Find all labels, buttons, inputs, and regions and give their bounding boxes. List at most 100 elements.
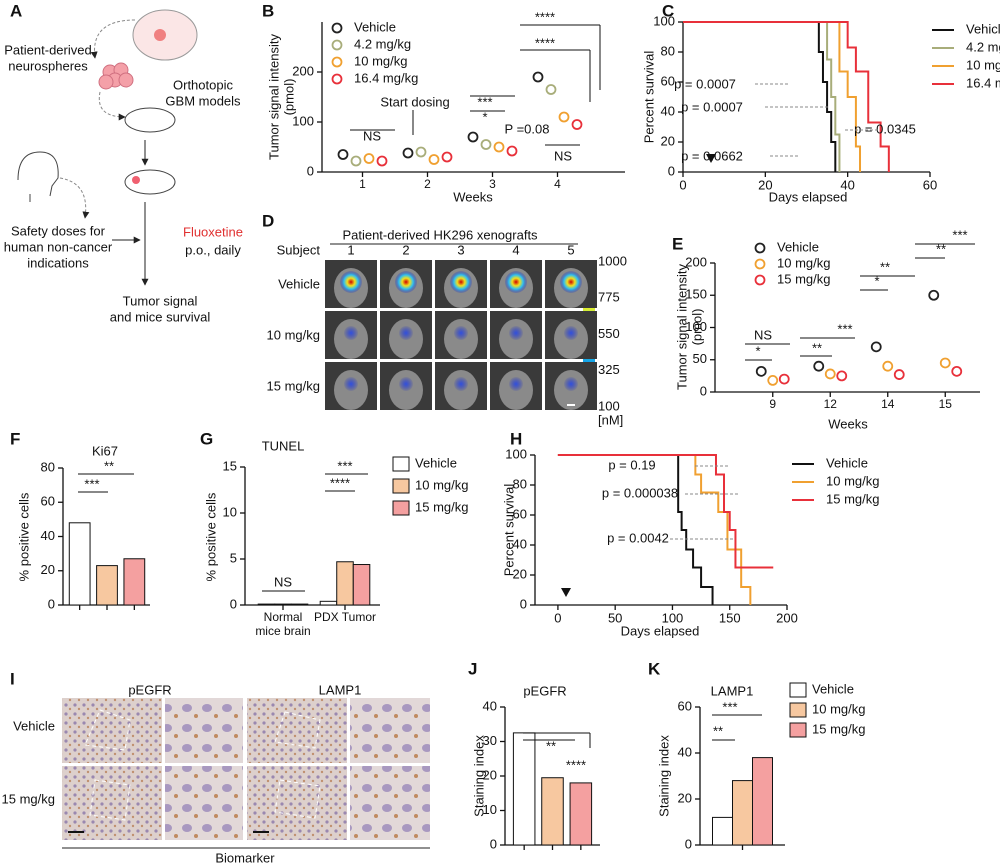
legend-label: 16.4 mg/kg: [354, 70, 418, 85]
row-label: Vehicle: [13, 718, 55, 733]
person-icon: [17, 151, 59, 202]
label: indications: [27, 255, 89, 270]
data-point: [493, 141, 505, 153]
subject-number: 4: [512, 242, 519, 257]
y-tick-label: 15: [223, 458, 237, 473]
x-tick-label: 9: [769, 398, 777, 411]
signal-blob: [454, 377, 468, 391]
bar: [541, 777, 564, 846]
x-tick-label: 0: [679, 177, 686, 192]
signal-blob: [454, 326, 468, 340]
legend-label: Vehicle: [415, 455, 457, 470]
label: GBM models: [165, 93, 241, 108]
panel-label: B: [262, 1, 274, 20]
annotation: **: [812, 340, 822, 355]
y-tick-label: 20: [513, 566, 527, 581]
survival-line: [557, 454, 774, 569]
y-tick-label: 30: [483, 733, 497, 748]
neurosphere-icon: [98, 62, 134, 90]
y-tick-label: 80: [41, 459, 55, 474]
legend-label: Vehicle: [966, 21, 1000, 36]
inset-outline: [84, 709, 321, 821]
annotation: **: [713, 723, 723, 738]
signal-blob: [509, 326, 523, 340]
y-axis-label: (pmol): [689, 309, 704, 346]
x-axis-label: Days elapsed: [621, 623, 700, 638]
colorbar-tick-label: 1000: [598, 253, 627, 268]
label: p.o., daily: [185, 242, 241, 257]
y-axis-label: Staining index: [656, 735, 671, 817]
panel-label: E: [672, 234, 683, 253]
x-tick-label: 4: [554, 178, 561, 191]
legend-label: 10 mg/kg: [415, 477, 468, 492]
bar: [752, 757, 773, 846]
x-tick-label: 40: [840, 177, 854, 192]
column-label: LAMP1: [319, 682, 362, 697]
y-axis-label: Staining index: [471, 735, 486, 817]
y-tick-label: 60: [41, 494, 55, 509]
x-tick-label: 1: [359, 178, 366, 191]
signal-blob: [399, 326, 413, 340]
y-tick-label: 20: [661, 133, 675, 148]
panel-label: F: [10, 429, 20, 448]
legend-marker: [331, 39, 343, 51]
row-label: 15 mg/kg: [2, 791, 55, 806]
dosing-marker: [706, 154, 716, 163]
y-tick-label: 0: [490, 836, 497, 851]
y-tick-label: 10: [483, 802, 497, 817]
micrographs: [62, 698, 430, 840]
legend-label: Vehicle: [826, 455, 868, 470]
panel-label: H: [510, 429, 522, 448]
chart-title: pEGFR: [523, 683, 566, 698]
y-tick-label: 20: [41, 562, 55, 577]
bar: [290, 603, 309, 606]
annotation: p = 0.0007: [681, 99, 743, 114]
micrograph: [247, 698, 347, 763]
y-tick-label: 100: [292, 113, 314, 128]
y-tick-label: 40: [678, 744, 692, 759]
annotation: ***: [837, 321, 852, 336]
legend-label: 10 mg/kg: [354, 53, 407, 68]
signal-blob: [564, 326, 578, 340]
y-tick-label: 150: [685, 287, 707, 302]
data-point: [870, 341, 882, 353]
y-tick-label: 0: [307, 163, 314, 178]
y-axis-label: % positive cells: [16, 492, 31, 581]
legend-label: Vehicle: [354, 19, 396, 34]
legend-marker: [754, 242, 766, 254]
annotation: ***: [477, 94, 492, 109]
data-point: [836, 370, 848, 382]
y-tick-label: 0: [700, 383, 707, 398]
panel-a: A Patient-derived neurospheres Orthotopi…: [4, 1, 243, 324]
legend-marker: [754, 258, 766, 270]
tumor-icon: [154, 29, 166, 41]
bar: [352, 564, 371, 606]
chart-title: TUNEL: [262, 438, 305, 453]
legend-marker: [392, 478, 410, 494]
x-axis-label: Days elapsed: [769, 189, 848, 204]
colorbar-tick-label: 325: [598, 362, 620, 377]
data-point: [428, 154, 440, 165]
legend-label: 16.4 mg/kg: [966, 75, 1000, 90]
signal-blob: [560, 271, 582, 293]
annotation: ***: [722, 699, 737, 714]
x-tick-label-box: Normal mice brain: [255, 611, 310, 638]
label: Patient-derived: [4, 42, 91, 57]
micrograph: [62, 698, 162, 763]
drug-label: Fluoxetine: [183, 224, 243, 239]
legend-label: 10 mg/kg: [777, 255, 830, 270]
y-tick-label: 20: [678, 790, 692, 805]
y-axis-label: % positive cells: [203, 492, 218, 581]
annotation: *: [755, 343, 760, 358]
y-tick-label: 0: [230, 596, 237, 611]
x-tick-label: 14: [881, 398, 895, 411]
data-point: [951, 365, 963, 377]
subject-label: Subject: [277, 242, 321, 257]
y-tick-label: 50: [693, 351, 707, 366]
x-tick-label-box: 2: [424, 178, 431, 191]
subject-number: 3: [457, 242, 464, 257]
y-tick-label: 40: [483, 698, 497, 713]
survival-line: [683, 21, 841, 172]
data-point: [778, 373, 790, 385]
